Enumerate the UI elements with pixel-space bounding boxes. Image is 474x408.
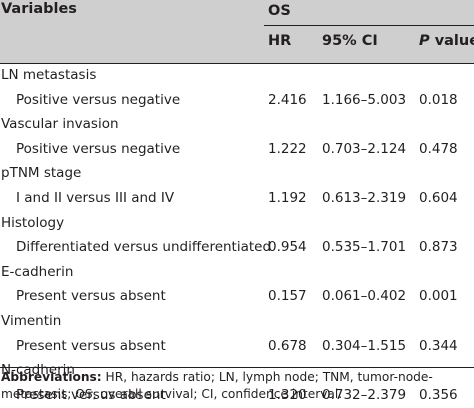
group-label: Histology: [1, 214, 65, 231]
table-body: LN metastasis Positive versus negative 2…: [0, 64, 474, 408]
header-p-italic: P: [419, 33, 430, 49]
group-row: LN metastasis: [0, 64, 474, 89]
group-label: LN metastasis: [1, 67, 97, 83]
group-label: Vascular invasion: [1, 116, 119, 133]
comparison-label: Positive versus negative: [16, 91, 181, 108]
group-row: Vascular invasion: [0, 113, 474, 138]
hr-value: 0.678: [268, 337, 307, 354]
comparison-label: Differentiated versus undifferentiated: [16, 239, 272, 256]
header-hr: HR: [268, 33, 292, 49]
ci-value: 0.304–1.515: [322, 337, 407, 354]
ci-value: 0.061–0.402: [322, 288, 407, 305]
p-value: 0.356: [419, 386, 458, 403]
abbreviations-footnote: Abbreviations: HR, hazards ratio; LN, ly…: [1, 369, 473, 403]
header-ci: 95% CI: [322, 33, 378, 49]
header-p-rest: values: [434, 33, 474, 49]
table-row: Positive versus negative 2.416 1.166–5.0…: [0, 89, 474, 114]
ci-value: 1.166–5.003: [322, 91, 407, 108]
header-os-group: OS: [268, 3, 291, 19]
footnote-text: HR, hazards ratio; LN, lymph node; TNM, …: [1, 370, 433, 401]
header-p-values: P values: [419, 33, 474, 49]
table-row: Present versus absent 0.678 0.304–1.515 …: [0, 335, 474, 360]
ci-value: 0.703–2.124: [322, 140, 407, 157]
table-header: Variables OS HR 95% CI P values: [0, 0, 474, 64]
p-value: 0.873: [419, 239, 458, 256]
table-row: Present versus absent 1.320 0.732–2.379 …: [0, 384, 474, 408]
p-value: 0.344: [419, 337, 458, 354]
header-variables: Variables: [1, 1, 77, 17]
group-label: pTNM stage: [1, 165, 82, 182]
group-row: pTNM stage: [0, 162, 474, 187]
p-value: 0.478: [419, 140, 458, 157]
table-bottom-rule: [0, 367, 474, 368]
group-row: Vimentin: [0, 310, 474, 335]
table-row: Differentiated versus undifferentiated 0…: [0, 236, 474, 261]
group-label: Vimentin: [1, 312, 62, 329]
comparison-label: I and II versus III and IV: [16, 189, 175, 206]
hr-value: 2.416: [268, 91, 307, 108]
p-value: 0.604: [419, 189, 458, 206]
group-label: E-cadherin: [1, 263, 74, 280]
comparison-label: Present versus absent: [16, 288, 166, 305]
comparison-label: Present versus absent: [16, 386, 166, 403]
hr-value: 0.954: [268, 239, 307, 256]
os-group-rule: [264, 25, 474, 26]
comparison-label: Positive versus negative: [16, 140, 181, 157]
ci-value: 0.535–1.701: [322, 239, 407, 256]
comparison-label: Present versus absent: [16, 337, 166, 354]
ci-value: 0.613–2.319: [322, 189, 407, 206]
header-rule: [0, 63, 474, 64]
hr-value: 0.157: [268, 288, 307, 305]
group-label: N-cadherin: [1, 362, 75, 379]
group-row: N-cadherin: [0, 359, 474, 384]
table-row: Positive versus negative 1.222 0.703–2.1…: [0, 138, 474, 163]
p-value: 0.018: [419, 91, 458, 108]
group-row: E-cadherin: [0, 261, 474, 286]
group-row: Histology: [0, 212, 474, 237]
hr-value: 1.222: [268, 140, 307, 157]
hr-value: 1.320: [268, 386, 307, 403]
ci-value: 0.732–2.379: [322, 386, 407, 403]
table-row: Present versus absent 0.157 0.061–0.402 …: [0, 285, 474, 310]
hr-value: 1.192: [268, 189, 307, 206]
footnote-title: Abbreviations:: [1, 370, 102, 384]
table-row: I and II versus III and IV 1.192 0.613–2…: [0, 187, 474, 212]
p-value: 0.001: [419, 288, 458, 305]
